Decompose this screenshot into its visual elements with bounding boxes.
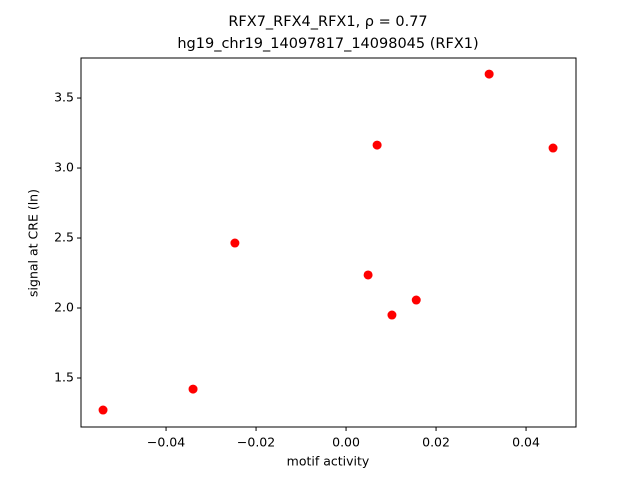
y-tick-label: 1.5	[54, 370, 74, 385]
y-tick-label: 2.0	[54, 300, 74, 315]
x-tick-label: 0.02	[422, 435, 450, 450]
chart-subtitle: hg19_chr19_14097817_14098045 (RFX1)	[177, 36, 478, 52]
point	[363, 270, 373, 280]
plot-frame	[80, 57, 577, 428]
y-tick-label: 3.0	[54, 160, 74, 175]
chart-title: RFX7_RFX4_RFX1, ρ = 0.77	[228, 14, 427, 30]
y-tick-label: 3.5	[54, 90, 74, 105]
point	[372, 140, 382, 150]
point	[548, 143, 558, 153]
x-axis-label: motif activity	[287, 454, 370, 469]
point	[98, 405, 108, 415]
y-axis-label: signal at CRE (ln)	[26, 189, 41, 297]
point	[387, 310, 397, 320]
point	[188, 384, 198, 394]
x-tick-label: 0.00	[332, 435, 360, 450]
x-tick-label: 0.04	[512, 435, 540, 450]
x-tick-label: −0.04	[147, 435, 185, 450]
y-tick-label: 2.5	[54, 230, 74, 245]
point	[230, 238, 240, 248]
point	[411, 295, 421, 305]
point	[484, 69, 494, 79]
x-tick-label: −0.02	[237, 435, 275, 450]
